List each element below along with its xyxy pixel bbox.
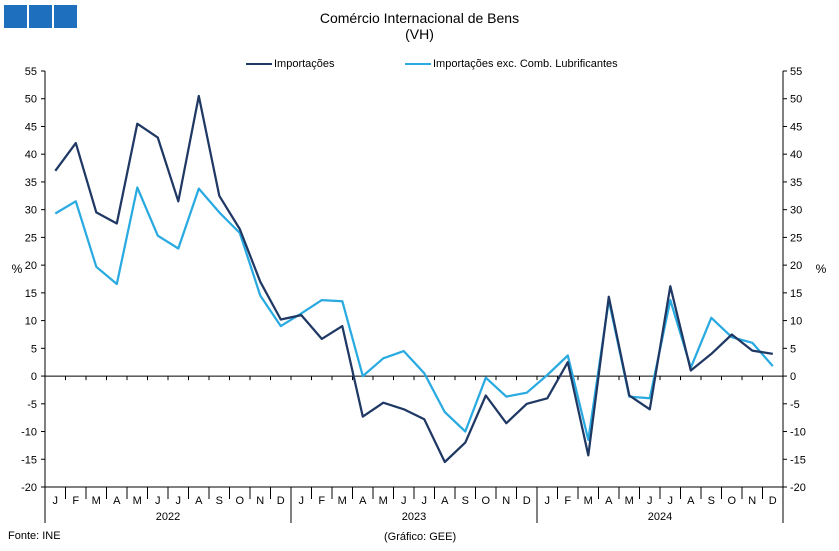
y-tick-label-right: -10 bbox=[790, 427, 806, 439]
y-tick-label-left: -15 bbox=[21, 454, 37, 466]
x-tick-label-month: A bbox=[605, 495, 613, 507]
x-tick-label-month: D bbox=[523, 495, 531, 507]
y-tick-label-left: -5 bbox=[27, 399, 37, 411]
legend-swatch-importacoes bbox=[246, 63, 272, 65]
y-tick-label-right: -20 bbox=[790, 482, 806, 494]
y-tick-label-right: 45 bbox=[790, 121, 802, 133]
x-tick-label-month: D bbox=[277, 495, 285, 507]
y-tick-label-left: -20 bbox=[21, 482, 37, 494]
y-tick-label-left: 0 bbox=[31, 371, 37, 383]
y-axis-title-left: % bbox=[12, 262, 23, 276]
x-tick-label-month: J bbox=[647, 495, 653, 507]
x-tick-label-month: O bbox=[235, 495, 244, 507]
y-tick-label-right: 25 bbox=[790, 232, 802, 244]
y-tick-label-right: 50 bbox=[790, 94, 802, 106]
x-tick-label-month: F bbox=[72, 495, 79, 507]
series-line-1 bbox=[54, 186, 774, 442]
x-tick-label-month: M bbox=[625, 495, 634, 507]
x-tick-label-month: O bbox=[727, 495, 736, 507]
y-tick-label-right: 15 bbox=[790, 288, 802, 300]
y-tick-label-left: 25 bbox=[25, 232, 37, 244]
y-tick-label-right: 35 bbox=[790, 177, 802, 189]
x-year-label: 2022 bbox=[156, 511, 180, 523]
x-tick-label-month: J bbox=[299, 495, 305, 507]
logo-square-1 bbox=[4, 5, 27, 28]
legend-label-importacoes-exc: Importações exc. Comb. Lubrificantes bbox=[433, 58, 618, 70]
x-tick-label-month: A bbox=[195, 495, 203, 507]
chart-title: Comércio Internacional de Bens bbox=[319, 10, 520, 26]
x-tick-label-month: J bbox=[155, 495, 161, 507]
x-year-label: 2024 bbox=[648, 511, 672, 523]
y-tick-label-right: 10 bbox=[790, 316, 802, 328]
y-tick-label-left: 35 bbox=[25, 177, 37, 189]
logo-square-3 bbox=[54, 5, 77, 28]
y-tick-label-left: -10 bbox=[21, 427, 37, 439]
series-line-0 bbox=[54, 94, 773, 464]
x-year-label: 2023 bbox=[402, 511, 426, 523]
y-tick-label-left: 5 bbox=[31, 343, 37, 355]
x-tick-label-month: J bbox=[53, 495, 59, 507]
y-tick-label-left: 40 bbox=[25, 149, 37, 161]
x-tick-label-month: D bbox=[769, 495, 777, 507]
y-tick-label-left: 50 bbox=[25, 94, 37, 106]
x-tick-label-month: A bbox=[359, 495, 367, 507]
x-tick-label-month: F bbox=[564, 495, 571, 507]
credit-note: (Gráfico: GEE) bbox=[384, 531, 457, 543]
x-tick-label-month: A bbox=[441, 495, 449, 507]
x-tick-label-month: J bbox=[545, 495, 551, 507]
legend-swatch-importacoes-exc bbox=[405, 63, 431, 65]
x-tick-label-month: J bbox=[668, 495, 674, 507]
y-tick-label-right: -15 bbox=[790, 454, 806, 466]
x-tick-label-month: S bbox=[216, 495, 223, 507]
x-tick-label-month: M bbox=[338, 495, 347, 507]
x-tick-label-month: N bbox=[256, 495, 264, 507]
y-tick-label-right: -5 bbox=[790, 399, 800, 411]
x-tick-label-month: J bbox=[422, 495, 428, 507]
y-tick-label-right: 30 bbox=[790, 205, 802, 217]
x-tick-label-month: M bbox=[92, 495, 101, 507]
x-tick-label-month: S bbox=[708, 495, 715, 507]
y-tick-label-right: 40 bbox=[790, 149, 802, 161]
x-tick-label-month: M bbox=[133, 495, 142, 507]
y-tick-label-right: 55 bbox=[790, 66, 802, 78]
series-layer bbox=[54, 94, 774, 464]
x-tick-label-month: N bbox=[502, 495, 510, 507]
y-tick-label-left: 30 bbox=[25, 205, 37, 217]
x-tick-label-month: M bbox=[584, 495, 593, 507]
y-tick-label-left: 55 bbox=[25, 66, 37, 78]
chart-subtitle: (VH) bbox=[405, 26, 434, 42]
legend-label-importacoes: Importações bbox=[274, 58, 335, 70]
y-tick-label-left: 15 bbox=[25, 288, 37, 300]
logo-square-2 bbox=[29, 5, 52, 28]
axes-layer bbox=[41, 70, 787, 523]
y-tick-label-left: 20 bbox=[25, 260, 37, 272]
x-tick-label-month: F bbox=[318, 495, 325, 507]
source-note: Fonte: INE bbox=[8, 530, 61, 542]
x-tick-label-month: M bbox=[379, 495, 388, 507]
y-tick-label-right: 5 bbox=[790, 343, 796, 355]
legend-item-importacoes-exc: Importações exc. Comb. Lubrificantes bbox=[405, 58, 618, 70]
x-tick-label-month: A bbox=[687, 495, 695, 507]
y-tick-label-right: 20 bbox=[790, 260, 802, 272]
x-tick-label-month: S bbox=[462, 495, 469, 507]
x-tick-label-month: O bbox=[481, 495, 490, 507]
x-tick-label-month: J bbox=[176, 495, 182, 507]
x-tick-label-month: J bbox=[401, 495, 407, 507]
y-axis-title-right: % bbox=[816, 262, 827, 276]
y-tick-label-right: 0 bbox=[790, 371, 796, 383]
x-tick-label-month: N bbox=[748, 495, 756, 507]
legend-item-importacoes: Importações bbox=[246, 58, 335, 70]
x-tick-label-month: A bbox=[113, 495, 121, 507]
y-tick-label-left: 10 bbox=[25, 316, 37, 328]
y-tick-label-left: 45 bbox=[25, 121, 37, 133]
